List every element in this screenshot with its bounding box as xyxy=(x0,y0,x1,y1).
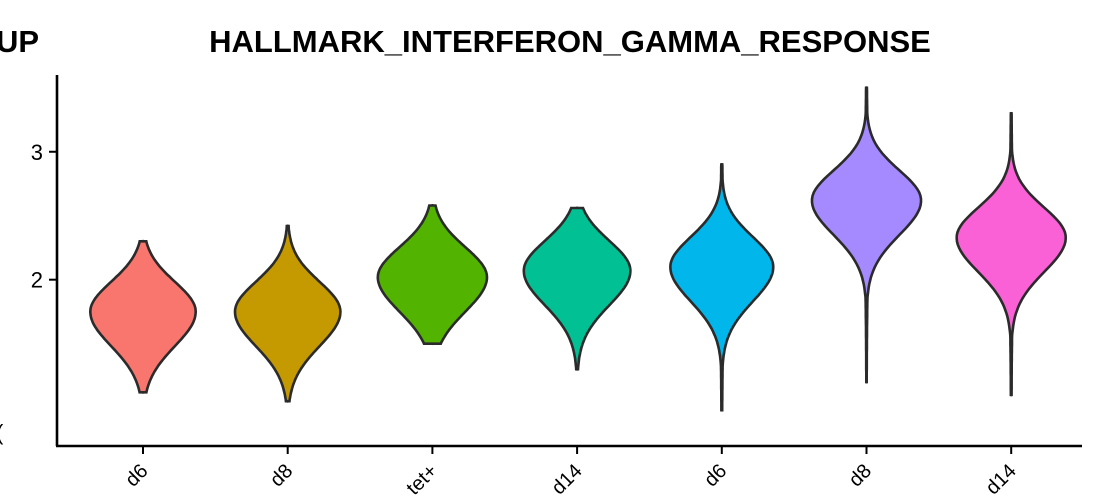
x-axis: d6 d8 tet+ d14 d6 d8 d14 xyxy=(121,446,1021,500)
violin-2 xyxy=(233,224,342,403)
violin-4 xyxy=(522,206,632,371)
y-axis: 23 xyxy=(31,140,57,293)
chart-title: HALLMARK_INTERFERON_GAMMA_RESPONSE xyxy=(209,24,931,59)
x-tick-label: d14 xyxy=(982,460,1021,499)
violin-7 xyxy=(955,112,1068,397)
x-tick-label: tet+ xyxy=(402,460,442,500)
x-tick-label: d6 xyxy=(121,460,152,491)
x-tick-label: d14 xyxy=(547,460,586,499)
violin-5 xyxy=(669,163,775,412)
x-tick-label: d8 xyxy=(266,460,297,491)
y-tick-label: 2 xyxy=(31,268,43,293)
plot-area xyxy=(88,86,1068,412)
violin-1 xyxy=(88,240,198,394)
violin-3 xyxy=(376,204,489,345)
y-tick-label: 3 xyxy=(31,140,43,165)
partial-left-title: UP xyxy=(0,24,39,59)
x-tick-label: d6 xyxy=(700,460,731,491)
partial-left-label: ( xyxy=(0,420,4,445)
x-tick-label: d8 xyxy=(845,460,876,491)
violin-6 xyxy=(810,86,923,384)
